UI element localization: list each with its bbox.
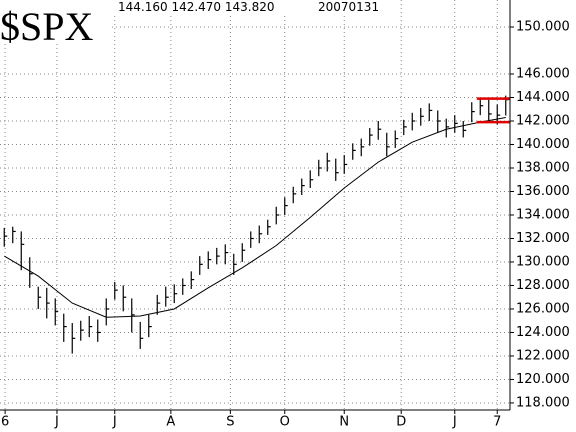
- date: 20070131: [318, 0, 379, 14]
- last-bar-values: 144.160 142.470 143.820: [118, 0, 275, 14]
- x-tick-label: S: [226, 415, 234, 430]
- marks: [3, 95, 510, 354]
- moving-average: [3, 116, 506, 318]
- y-tick-label: 144.000: [516, 90, 570, 105]
- y-tick-label: 132.000: [516, 231, 570, 246]
- y-tick-label: 140.000: [516, 137, 570, 152]
- x-tick-label: J: [452, 415, 457, 430]
- x-tick-label: 6: [1, 415, 9, 430]
- y-tick-label: 128.000: [516, 278, 570, 293]
- x-tick-label: A: [166, 415, 175, 430]
- y-tick-label: 118.000: [516, 395, 570, 410]
- y-tick-label: 150.000: [516, 20, 570, 35]
- y-tick-label: 124.000: [516, 325, 570, 340]
- x-tick-label: O: [280, 415, 290, 430]
- header-bg: [114, 0, 384, 14]
- chart-title: $SPX: [0, 4, 93, 49]
- grid: [0, 0, 510, 410]
- x-tick-label: J: [112, 415, 117, 430]
- y-tick-label: 138.000: [516, 160, 570, 175]
- y-tick-label: 134.000: [516, 207, 570, 222]
- y-tick-label: 142.000: [516, 114, 570, 129]
- x-tick-label: J: [54, 415, 59, 430]
- y-tick-label: 126.000: [516, 301, 570, 316]
- title-bg: [0, 0, 112, 44]
- y-tick-label: 122.000: [516, 348, 570, 363]
- y-tick-label: 146.000: [516, 67, 570, 82]
- x-tick-label: N: [339, 415, 349, 430]
- y-tick-label: 120.000: [516, 372, 570, 387]
- y-tick-label: 136.000: [516, 184, 570, 199]
- x-tick-label: D: [396, 415, 406, 430]
- y-tick-label: 130.000: [516, 254, 570, 269]
- x-tick-label: 7: [493, 415, 501, 430]
